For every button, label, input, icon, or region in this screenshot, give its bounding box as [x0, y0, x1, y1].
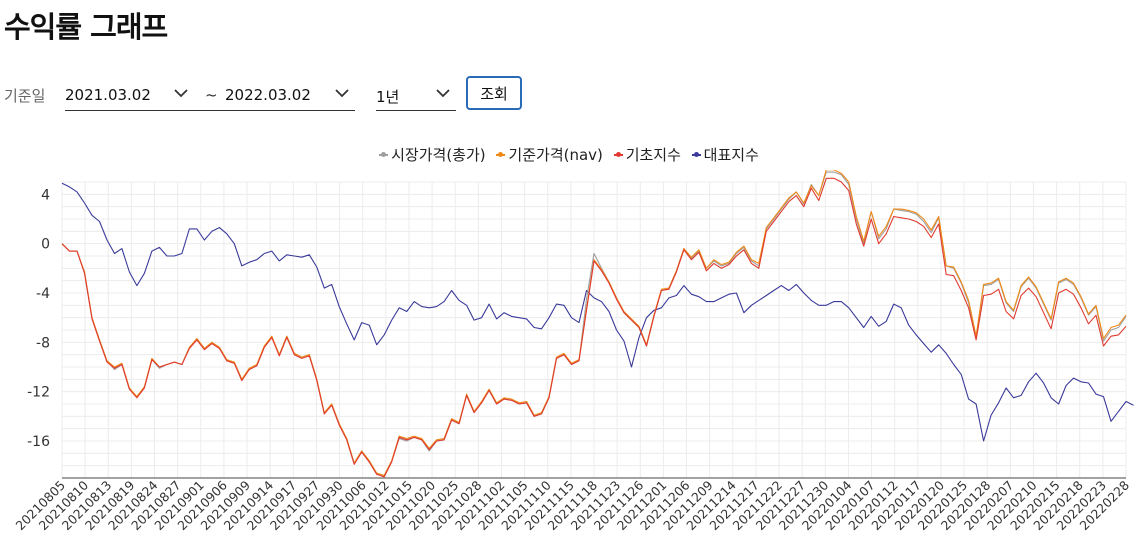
- y-tick-label: 4: [41, 187, 50, 203]
- chevron-down-icon: [174, 89, 188, 98]
- legend-marker: [379, 151, 389, 157]
- return-line-chart: 40-4-8-12-162021080520210810202108132021…: [13, 170, 1134, 533]
- start-date-select[interactable]: 2021.03.02 ~ 2022.03.02: [65, 76, 355, 111]
- legend-item-base[interactable]: 기초지수: [613, 144, 681, 165]
- y-tick-label: -12: [27, 385, 50, 401]
- period-select[interactable]: 1년: [376, 76, 456, 111]
- legend-label: 기준가격(nav): [508, 146, 603, 164]
- legend-label: 시장가격(총가): [391, 146, 486, 164]
- search-button[interactable]: 조회: [466, 76, 522, 110]
- legend-item-bench[interactable]: 대표지수: [691, 144, 759, 165]
- series-line-base: [61, 177, 1127, 478]
- legend-label: 대표지수: [703, 146, 759, 164]
- legend-label: 기초지수: [625, 146, 681, 164]
- page-title: 수익률 그래프: [4, 10, 168, 44]
- filter-row: 기준일 2021.03.02 ~ 2022.03.02 1년 조회: [0, 74, 1138, 114]
- legend-marker: [496, 151, 506, 157]
- chart-legend: 시장가격(총가) 기준가격(nav) 기초지수 대표지수: [0, 144, 1138, 165]
- legend-marker: [691, 151, 701, 157]
- legend-item-market[interactable]: 시장가격(총가): [379, 144, 486, 165]
- date-range-separator: ~: [205, 86, 218, 104]
- y-tick-label: -8: [36, 335, 50, 351]
- y-tick-label: -4: [36, 286, 50, 302]
- y-tick-label: -16: [27, 434, 50, 450]
- y-tick-label: 0: [41, 237, 50, 253]
- legend-item-nav[interactable]: 기준가격(nav): [496, 144, 603, 165]
- end-date-value[interactable]: 2022.03.02: [225, 86, 311, 104]
- base-date-label: 기준일: [4, 87, 46, 105]
- chevron-down-icon: [436, 89, 450, 98]
- series-line-bench: [61, 182, 1134, 442]
- chevron-down-icon: [335, 89, 349, 98]
- legend-marker: [613, 151, 623, 157]
- period-value: 1년: [376, 88, 400, 106]
- start-date-value: 2021.03.02: [65, 86, 151, 104]
